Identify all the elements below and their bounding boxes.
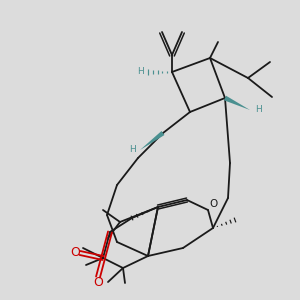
Polygon shape — [224, 96, 250, 110]
Text: O: O — [70, 247, 80, 260]
Text: H: H — [129, 146, 135, 154]
Polygon shape — [140, 131, 164, 150]
Text: H: H — [138, 68, 144, 76]
Text: O: O — [209, 199, 217, 209]
Text: H: H — [255, 106, 261, 115]
Text: O: O — [93, 275, 103, 289]
